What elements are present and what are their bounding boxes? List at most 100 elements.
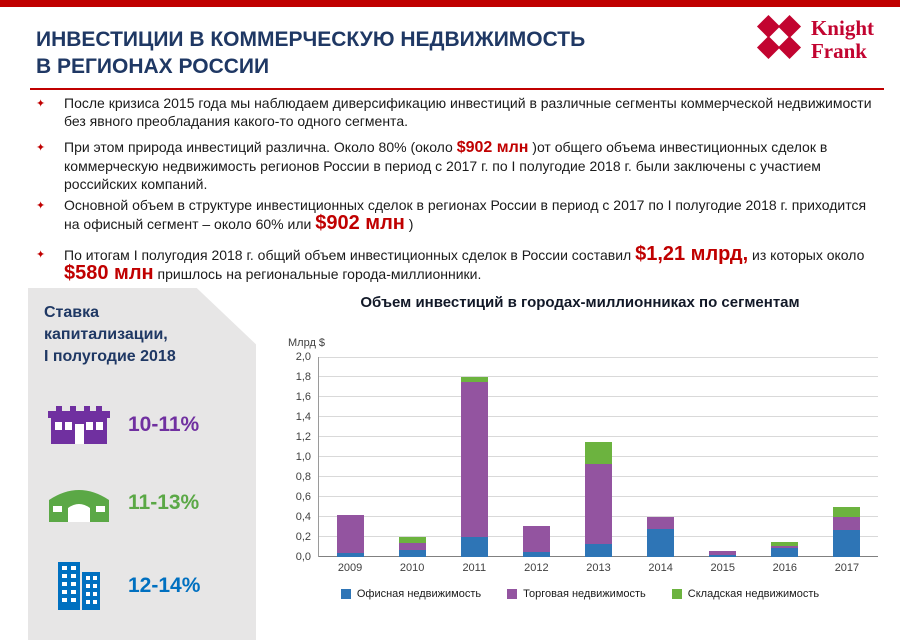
bar-column: [567, 357, 629, 557]
stacked-bar: [398, 537, 426, 557]
cap-rate-value: 10-11%: [128, 413, 200, 436]
legend-swatch-icon: [340, 589, 351, 599]
x-tick-label: 2012: [524, 562, 549, 574]
chart-x-labels: 2009 2010 2011 2012 2013 2014 2015 2016 2017: [319, 557, 878, 574]
stacked-bar: [647, 517, 675, 557]
bullet-text: После кризиса 2015 года мы наблюдаем див…: [64, 94, 878, 130]
bullet-item: ✦ После кризиса 2015 года мы наблюдаем д…: [36, 94, 878, 130]
bar-column: [754, 357, 816, 557]
legend-swatch-icon: [507, 589, 518, 599]
bar-segment: [647, 529, 675, 557]
bar-segment: [398, 550, 426, 557]
bars-row: [319, 357, 878, 557]
legend-label: Торговая недвижимость: [523, 588, 646, 600]
y-tick-label: 1,2: [295, 431, 311, 443]
chart-area: 0,0 0,2 0,4 0,6 0,8 1,0 1,2 1,4 1,6 1,8 2,0: [288, 351, 878, 563]
bullet-list: ✦ После кризиса 2015 года мы наблюдаем д…: [36, 94, 878, 291]
bar-segment: [460, 537, 488, 557]
cap-rate-item-office: 12-14%: [46, 560, 246, 612]
cap-rate-title-line: капитализации,: [44, 326, 168, 343]
x-tick-label: 2014: [648, 562, 673, 574]
bar-segment: [709, 555, 737, 557]
cap-rate-item-warehouse: 11-13%: [46, 482, 246, 524]
stacked-bar: [771, 542, 799, 557]
top-accent-bar: [0, 0, 900, 7]
gridline: [319, 376, 878, 377]
cap-rate-value: 11-13%: [128, 491, 200, 514]
diamond-bullet-icon: ✦: [36, 98, 46, 110]
highlight-value: $1,21 млрд,: [635, 243, 749, 265]
bar-column: [505, 357, 567, 557]
stacked-bar: [336, 515, 364, 557]
gridline: [319, 416, 878, 417]
gridline: [319, 396, 878, 397]
bar-segment: [584, 544, 612, 557]
cap-rate-title-line: Ставка: [44, 304, 100, 321]
retail-building-icon: [46, 404, 112, 446]
stacked-bar: [522, 526, 550, 557]
legend-item: Офисная недвижимость: [340, 588, 482, 600]
bar-segment: [833, 507, 861, 517]
y-tick-label: 1,0: [295, 451, 311, 463]
cap-rate-value: 12-14%: [128, 574, 201, 597]
x-tick-label: 2016: [772, 562, 798, 574]
bullet-text: По итогам I полугодия 2018 г. общий объе…: [64, 243, 878, 284]
page-title-line2: В РЕГИОНАХ РОССИИ: [36, 55, 270, 78]
bar-segment: [771, 542, 799, 546]
header-divider: [30, 88, 884, 90]
bullet-segment: ): [404, 216, 414, 232]
warehouse-icon: [46, 482, 112, 524]
bar-segment: [336, 553, 364, 557]
knight-frank-logo: Knight Frank: [756, 14, 874, 65]
bar-segment: [833, 530, 861, 557]
bar-segment: [771, 548, 799, 557]
legend-item: Складская недвижимость: [671, 588, 820, 600]
y-tick-label: 0,2: [295, 531, 311, 543]
diamond-bullet-icon: ✦: [36, 249, 46, 261]
bar-column: [443, 357, 505, 557]
bar-segment: [398, 537, 426, 543]
bar-segment: [398, 543, 426, 550]
diamond-bullet-icon: ✦: [36, 200, 46, 212]
y-tick-label: 0,4: [295, 511, 311, 523]
bar-segment: [522, 526, 550, 552]
bar-segment: [584, 442, 612, 464]
legend-label: Офисная недвижимость: [356, 588, 482, 600]
bullet-segment: Основной объем в структуре инвестиционны…: [64, 197, 867, 232]
bullet-item: ✦ По итогам I полугодия 2018 г. общий об…: [36, 243, 878, 284]
y-tick-label: 1,6: [295, 391, 311, 403]
y-tick-label: 2,0: [295, 351, 311, 363]
bar-segment: [647, 517, 675, 529]
x-tick-label: 2010: [399, 562, 425, 574]
cap-rate-title-line: I полугодие 2018: [44, 348, 176, 365]
bar-segment: [460, 377, 488, 382]
highlight-value: $580 млн: [64, 262, 154, 284]
page-title: ИНВЕСТИЦИИ В КОММЕРЧЕСКУЮ НЕДВИЖИМОСТЬ В…: [36, 26, 726, 80]
x-tick-label: 2011: [462, 562, 487, 574]
highlight-value: $902 млн: [315, 212, 405, 234]
chart-plot: [318, 357, 878, 557]
y-tick-label: 0,0: [295, 551, 311, 563]
diamond-bullet-icon: ✦: [36, 142, 46, 154]
bar-column: [630, 357, 692, 557]
bullet-segment: По итогам I полугодия 2018 г. общий объе…: [64, 247, 636, 263]
legend-swatch-icon: [671, 589, 682, 599]
bar-segment: [584, 464, 612, 544]
bar-segment: [522, 552, 550, 557]
cap-rate-title: Ставка капитализации, I полугодие 2018: [28, 288, 256, 368]
logo-word-knight: Knight: [810, 15, 874, 40]
chart-title: Объем инвестиций в городах-миллионниках …: [360, 294, 800, 311]
gridline: [319, 436, 878, 437]
x-tick-label: 2015: [710, 562, 735, 574]
gridline: [319, 357, 878, 358]
bar-segment: [771, 546, 799, 548]
bar-segment: [709, 551, 737, 555]
bar-column: [816, 357, 878, 557]
bullet-text: При этом природа инвестиций различна. Ок…: [64, 138, 878, 193]
stacked-bar: [709, 551, 737, 557]
x-tick-label: 2017: [834, 562, 860, 574]
legend-label: Складская недвижимость: [687, 588, 820, 600]
chart-y-unit-label: Млрд $: [288, 337, 326, 349]
investments-chart: Объем инвестиций в городах-миллионниках …: [282, 294, 878, 600]
office-buildings-icon: [46, 560, 112, 612]
